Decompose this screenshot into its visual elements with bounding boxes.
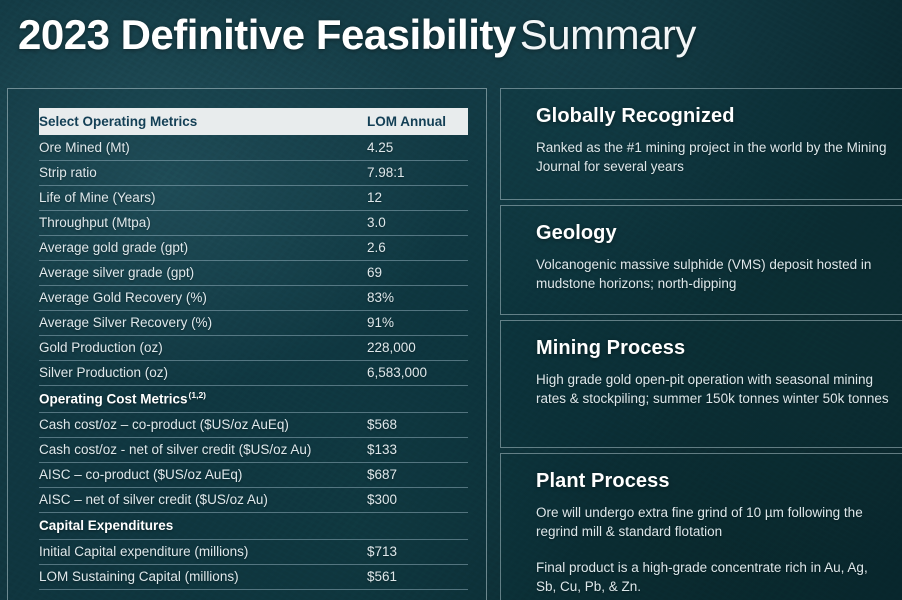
table-cell-label: Silver Production (oz)	[39, 360, 367, 386]
page-title-light: Summary	[519, 11, 697, 58]
table-cell-value: 6,583,000	[367, 360, 468, 386]
table-cell-label: Ore Mined (Mt)	[39, 135, 367, 161]
info-card-globally-recognized: Globally Recognized Ranked as the #1 min…	[500, 88, 902, 200]
table-body: Ore Mined (Mt) 4.25 Strip ratio 7.98:1 Life …	[39, 135, 468, 590]
table-row: LOM Sustaining Capital (millions) $561	[39, 564, 468, 590]
table-cell-value: 4.25	[367, 135, 468, 161]
info-card-mining-process: Mining Process High grade gold open-pit …	[500, 320, 902, 448]
info-card-body-secondary: Final product is a high-grade concentrat…	[536, 560, 868, 594]
table-row: Cash cost/oz – co-product ($US/oz AuEq) $…	[39, 412, 468, 438]
table-cell-label: Throughput (Mtpa)	[39, 210, 367, 236]
table-cell-label: Life of Mine (Years)	[39, 185, 367, 211]
table-cell-value: 12	[367, 185, 468, 211]
table-row: Strip ratio 7.98:1	[39, 160, 468, 186]
page-title-bold: 2023 Definitive Feasibility	[18, 11, 516, 58]
table-cell-label: Average Silver Recovery (%)	[39, 310, 367, 336]
table-row: Average Gold Recovery (%) 83%	[39, 285, 468, 311]
info-card-title: Mining Process	[536, 337, 686, 359]
table-row: AISC – co-product ($US/oz AuEq) $687	[39, 462, 468, 488]
table-row: Silver Production (oz) 6,583,000	[39, 360, 468, 386]
table-section-label: Operating Cost Metrics(1,2)	[39, 385, 468, 413]
table-section-label: Capital Expenditures	[39, 512, 468, 540]
table-cell-value: 69	[367, 260, 468, 286]
column-header-metric: Select Operating Metrics	[39, 108, 367, 135]
operating-metrics-table: Select Operating Metrics LOM Annual Ore …	[39, 108, 468, 590]
table-cell-label: Cash cost/oz - net of silver credit ($US…	[39, 437, 367, 463]
table-cell-value: 228,000	[367, 335, 468, 361]
table-cell-label: AISC – co-product ($US/oz AuEq)	[39, 462, 367, 488]
table-cell-value: 91%	[367, 310, 468, 336]
table-row: Average silver grade (gpt) 69	[39, 260, 468, 286]
table-cell-value: 3.0	[367, 210, 468, 236]
table-cell-label: AISC – net of silver credit ($US/oz Au)	[39, 487, 367, 513]
table-row: Ore Mined (Mt) 4.25	[39, 135, 468, 161]
table-cell-value: $561	[367, 564, 468, 590]
operating-metrics-panel: Select Operating Metrics LOM Annual Ore …	[7, 88, 487, 600]
table-cell-label: Strip ratio	[39, 160, 367, 186]
table-cell-label: Average silver grade (gpt)	[39, 260, 367, 286]
table-cell-value: 83%	[367, 285, 468, 311]
page-title: 2023 Definitive FeasibilitySummary	[18, 4, 696, 66]
table-row: Cash cost/oz - net of silver credit ($US…	[39, 437, 468, 463]
table-section-row: Operating Cost Metrics(1,2)	[39, 385, 468, 413]
table-row: Gold Production (oz) 228,000	[39, 335, 468, 361]
column-header-value: LOM Annual	[367, 108, 468, 135]
info-card-plant-process: Plant Process Ore will undergo extra fin…	[500, 453, 902, 600]
table-cell-value: $133	[367, 437, 468, 463]
table-row: Throughput (Mtpa) 3.0	[39, 210, 468, 236]
table-row: Average gold grade (gpt) 2.6	[39, 235, 468, 261]
table-cell-value: $300	[367, 487, 468, 513]
info-card-body: Ore will undergo extra fine grind of 10 …	[536, 505, 863, 539]
info-card-body: Volcanogenic massive sulphide (VMS) depo…	[536, 257, 872, 291]
table-cell-label: Average Gold Recovery (%)	[39, 285, 367, 311]
table-row: AISC – net of silver credit ($US/oz Au) $…	[39, 487, 468, 513]
table-section-row: Capital Expenditures	[39, 512, 468, 540]
table-row: Average Silver Recovery (%) 91%	[39, 310, 468, 336]
info-card-body: High grade gold open-pit operation with …	[536, 372, 889, 406]
table-cell-label: Initial Capital expenditure (millions)	[39, 539, 367, 565]
info-card-geology: Geology Volcanogenic massive sulphide (V…	[500, 205, 902, 315]
table-row: Life of Mine (Years) 12	[39, 185, 468, 211]
footnote-marker: (1,2)	[188, 390, 207, 401]
table-cell-label: Cash cost/oz – co-product ($US/oz AuEq)	[39, 412, 367, 438]
table-header-row: Select Operating Metrics LOM Annual	[39, 108, 468, 135]
table-row: Initial Capital expenditure (millions) $7…	[39, 539, 468, 565]
info-card-title: Plant Process	[536, 470, 670, 492]
table-head: Select Operating Metrics LOM Annual	[39, 108, 468, 135]
table-cell-label: LOM Sustaining Capital (millions)	[39, 564, 367, 590]
info-card-title: Globally Recognized	[536, 105, 735, 127]
table-cell-value: $568	[367, 412, 468, 438]
table-cell-value: 7.98:1	[367, 160, 468, 186]
table-cell-value: $713	[367, 539, 468, 565]
table-cell-value: $687	[367, 462, 468, 488]
table-cell-label: Gold Production (oz)	[39, 335, 367, 361]
table-cell-value: 2.6	[367, 235, 468, 261]
info-card-body: Ranked as the #1 mining project in the w…	[536, 140, 887, 174]
info-card-title: Geology	[536, 222, 617, 244]
table-cell-label: Average gold grade (gpt)	[39, 235, 367, 261]
